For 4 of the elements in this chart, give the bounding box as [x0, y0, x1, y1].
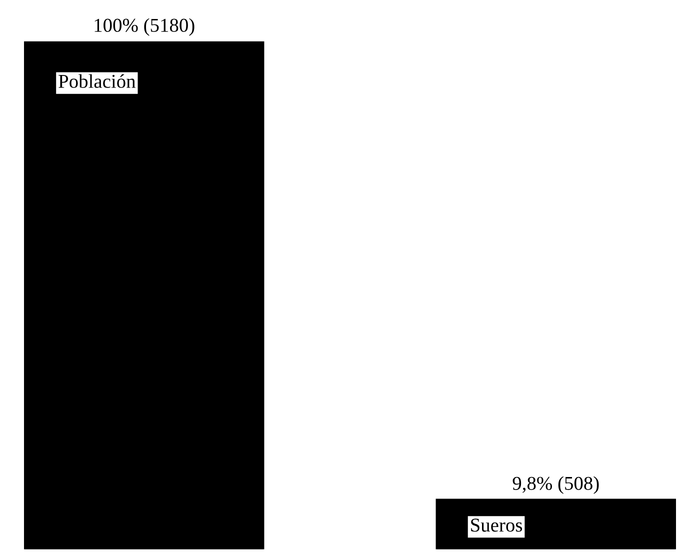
data-label: 9,8% (508) — [512, 476, 599, 494]
x-tick-label: Población — [58, 74, 136, 88]
x-tick-label: Sueros — [471, 518, 522, 532]
data-label: 100% (5180) — [94, 18, 194, 36]
